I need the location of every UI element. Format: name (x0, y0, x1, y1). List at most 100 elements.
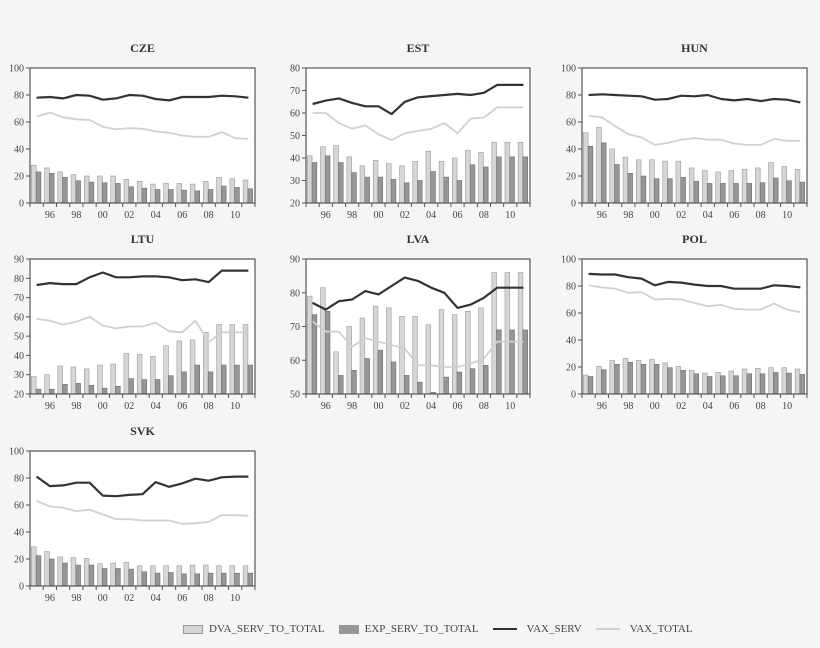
y-tick-label: 80 (14, 474, 24, 485)
x-tick-label: 04 (426, 401, 436, 412)
bar-exp (417, 381, 423, 395)
bar-exp (693, 373, 700, 395)
bar-exp (627, 173, 633, 204)
x-tick-label: 96 (597, 210, 607, 221)
bar-exp (247, 188, 253, 204)
x-tick-label: 96 (321, 401, 331, 412)
y-tick-label: 90 (14, 255, 24, 266)
bar-dva (189, 183, 196, 204)
chart-lva: LVA 50 60 70 80 90 96 98 00 02 04 06 08 10 (290, 232, 531, 412)
bar-dva (97, 364, 103, 395)
x-tick-label: 96 (45, 593, 55, 604)
bar-dva (478, 152, 484, 204)
x-tick-label: 08 (756, 401, 766, 412)
bar-dva (83, 175, 90, 204)
y-tick-label: 80 (290, 64, 300, 75)
y-tick-label: 20 (14, 390, 24, 401)
bar-dva (386, 307, 392, 395)
bar-dva (44, 374, 50, 395)
bar-exp (469, 368, 476, 395)
legend-label-vax-serv: VAX_SERV (526, 623, 582, 635)
bar-exp (364, 176, 370, 204)
bar-exp (75, 180, 81, 204)
line-vax-serv (312, 276, 524, 311)
bar-exp (377, 349, 384, 395)
chart-legend: DVA_SERV_TO_TOTAL EXP_SERV_TO_TOTAL VAX_… (183, 620, 707, 638)
bar-exp (746, 373, 753, 395)
bar-exp (786, 372, 792, 395)
y-tick-label: 40 (14, 528, 24, 539)
x-tick-label: 10 (782, 210, 792, 221)
legend-swatch-dva (183, 624, 203, 634)
bar-dva (242, 179, 249, 204)
bar-dva (31, 164, 37, 204)
y-tick-label: 50 (290, 131, 300, 142)
bar-dva (675, 160, 682, 204)
line-vax-serv (36, 269, 249, 287)
line-vax-serv (588, 272, 801, 290)
bar-exp (522, 329, 528, 395)
line-vax-total (36, 111, 249, 140)
bar-dva (517, 272, 524, 395)
bar-dva (755, 167, 761, 204)
legend-line-vax-serv (492, 628, 517, 630)
bar-dva (203, 564, 209, 587)
bar-dva (478, 307, 484, 395)
x-tick-label: 00 (650, 401, 660, 412)
bar-dva (136, 181, 143, 204)
bar-dva (622, 156, 629, 204)
bar-dva (31, 546, 37, 587)
bar-dva (242, 324, 249, 395)
bar-dva (491, 141, 497, 204)
bar-exp (720, 183, 726, 204)
bar-exp (311, 314, 318, 395)
y-tick-label: 100 (561, 255, 576, 266)
bar-dva (728, 170, 735, 204)
bar-exp (35, 555, 42, 587)
chart-cze: CZE 0 20 40 60 80 100 96 98 00 02 04 06 08 10 (9, 41, 256, 221)
bar-exp (443, 176, 449, 204)
bar-dva (688, 167, 695, 204)
line-vax-total (312, 106, 524, 141)
y-tick-label: 80 (14, 91, 24, 102)
bar-exp (141, 379, 148, 395)
y-tick-label: 30 (14, 370, 24, 381)
x-tick-label: 00 (650, 210, 660, 221)
bar-dva (583, 374, 589, 395)
bar-dva (399, 165, 405, 204)
y-tick-label: 20 (14, 172, 24, 183)
y-tick-label: 20 (566, 172, 576, 183)
y-tick-label: 60 (14, 312, 24, 323)
x-tick-label: 02 (676, 210, 686, 221)
bar-exp (207, 572, 214, 587)
x-tick-label: 08 (756, 210, 766, 221)
x-tick-label: 98 (623, 401, 633, 412)
bar-exp (128, 568, 134, 587)
bar-exp (614, 363, 620, 395)
chart-est: EST 20 30 40 50 60 70 80 96 98 00 02 04 06 08 10 (290, 41, 531, 221)
x-tick-label: 04 (151, 401, 161, 412)
bar-exp (49, 388, 55, 395)
y-tick-label: 50 (14, 332, 24, 343)
bar-exp (154, 572, 161, 587)
bar-exp (680, 370, 686, 395)
x-tick-label: 96 (45, 210, 55, 221)
bar-dva (425, 150, 431, 204)
bar-exp (247, 572, 253, 587)
bar-exp (351, 172, 357, 204)
y-tick-label: 80 (14, 274, 24, 285)
bar-dva (150, 565, 156, 587)
y-tick-label: 0 (571, 390, 576, 401)
bar-exp (390, 361, 397, 395)
bar-exp (522, 156, 528, 204)
legend-item-dva: DVA_SERV_TO_TOTAL (183, 623, 325, 635)
bar-exp (601, 142, 607, 204)
x-tick-label: 06 (453, 401, 463, 412)
bar-dva (163, 565, 169, 587)
plot-frame (581, 67, 808, 204)
bar-exp (759, 182, 766, 204)
bar-dva (609, 148, 615, 204)
y-tick-label: 90 (290, 255, 300, 266)
chart-pol: POL 0 20 40 60 80 100 96 98 00 02 04 06 08 10 (561, 232, 808, 412)
bar-exp (62, 177, 68, 204)
